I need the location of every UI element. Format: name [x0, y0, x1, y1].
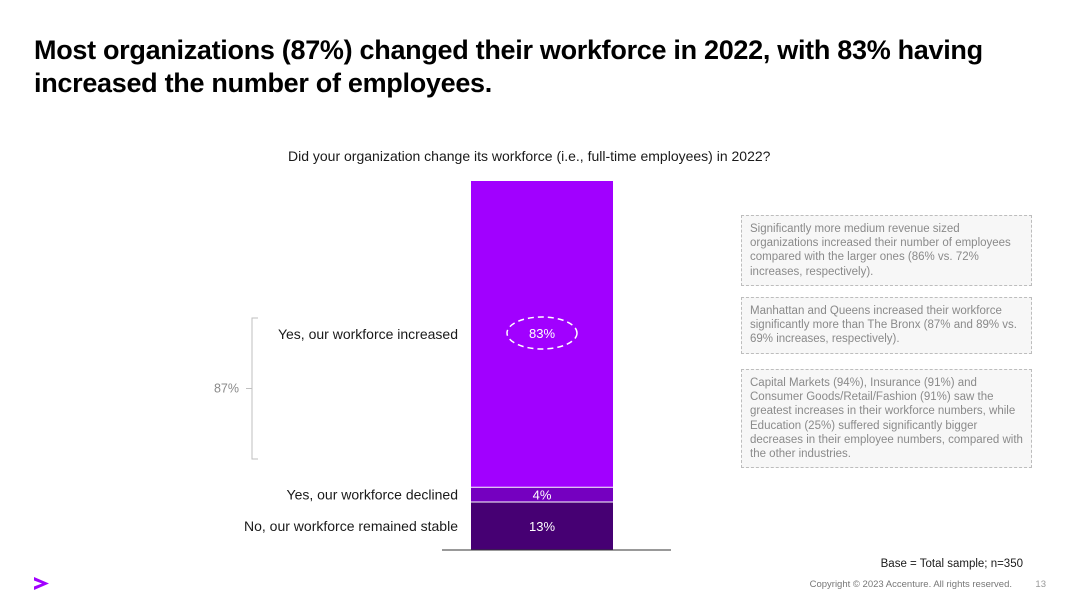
bracket-line [251, 317, 258, 460]
callout-industries: Capital Markets (94%), Insurance (91%) a… [741, 369, 1032, 469]
category-label-1: Yes, our workforce declined [287, 487, 458, 503]
logo-glyph: > [33, 573, 34, 574]
highlight-ring [506, 316, 578, 350]
category-label-0: No, our workforce remained stable [244, 518, 458, 534]
callout-boroughs: Manhattan and Queens increased their wor… [741, 297, 1032, 354]
bar-segment-0 [471, 502, 613, 550]
slide-title: Most organizations (87%) changed their w… [34, 35, 983, 98]
value-label-2: 83% [529, 326, 555, 341]
value-label-0: 13% [529, 519, 555, 534]
chart-question: Did your organization change its workfor… [288, 148, 771, 164]
bar-segment-2 [471, 181, 613, 488]
bar-segment-1 [471, 487, 613, 503]
logo-chevron-shape [34, 577, 49, 590]
bracket-value-label: 87% [214, 382, 239, 396]
value-label-1: 4% [533, 488, 552, 503]
accenture-logo-icon: > [33, 573, 49, 590]
callout-revenue-size: Significantly more medium revenue sized … [741, 215, 1032, 286]
category-label-2: Yes, our workforce increased [278, 326, 458, 342]
page-number: 13 [1035, 579, 1046, 590]
base-note: Base = Total sample; n=350 [880, 558, 1023, 570]
copyright: Copyright © 2023 Accenture. All rights r… [809, 579, 1012, 590]
